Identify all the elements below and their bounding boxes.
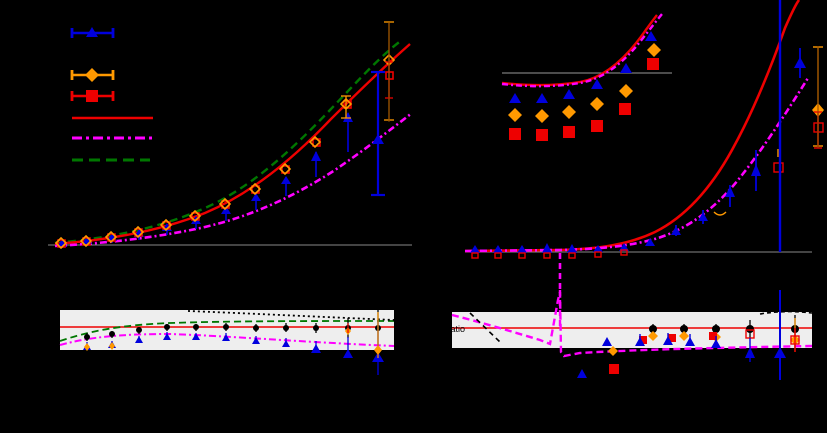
legend-entry-red-square[interactable] <box>70 90 115 102</box>
right-red-markers <box>773 111 824 173</box>
left-ratio-green-dashed <box>59 320 395 342</box>
right-panel: Ratio <box>440 0 827 433</box>
left-red-solid-curve <box>54 43 411 246</box>
right-flat-data-points <box>470 238 655 259</box>
right-ratio-black-dashed-left <box>469 312 501 343</box>
left-ratio-band <box>60 310 394 350</box>
left-blue-tall-errorbar <box>371 70 385 197</box>
left-magenta-dashdot-curve <box>54 111 413 248</box>
right-ratio-panel <box>451 290 813 380</box>
legend-entry-orange-diamond[interactable] <box>70 68 115 82</box>
right-rising-data-points <box>671 46 824 236</box>
left-ratio-panel <box>59 305 395 375</box>
left-main-data-points <box>54 21 396 250</box>
right-ratio-y-label: Ratio <box>444 324 466 334</box>
right-inset <box>501 13 672 141</box>
inset-red-squares <box>509 58 659 141</box>
left-ratio-orange-diamonds <box>84 327 382 355</box>
inset-magenta-dashdot-curve <box>501 13 663 88</box>
left-ratio-magenta-dashdot <box>59 332 395 347</box>
left-panel: Ratio <box>6 21 413 375</box>
right-red-solid-curve <box>464 0 801 253</box>
legend-entry-blue-triangle[interactable] <box>70 27 115 38</box>
left-blue-triangles <box>57 112 384 247</box>
left-panel-canvas <box>48 21 413 375</box>
inset-blue-triangles <box>509 31 657 103</box>
left-ratio-y-label: Ratio <box>6 324 28 334</box>
right-panel-canvas <box>451 0 824 380</box>
left-orange-diamonds <box>54 53 396 250</box>
right-ratio-blue-triangles <box>577 333 786 378</box>
left-panel-legend <box>70 27 153 162</box>
inset-orange-diamonds <box>508 43 661 123</box>
